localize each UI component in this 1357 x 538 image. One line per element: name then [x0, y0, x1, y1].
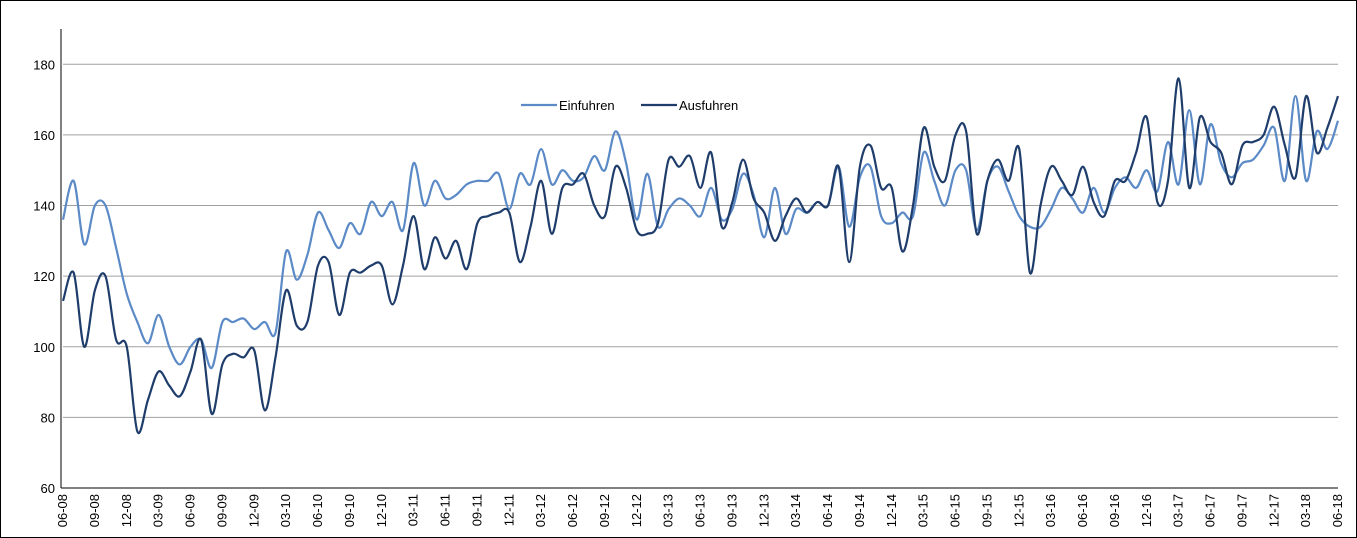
x-tick-label: 09-16: [1107, 494, 1122, 527]
x-tick-label: 06-15: [948, 494, 963, 527]
x-tick-label: 06-16: [1075, 494, 1090, 527]
x-tick-label: 06-11: [438, 494, 453, 526]
x-tick-label: 09-12: [597, 494, 612, 527]
x-tick-label: 06-09: [183, 494, 198, 527]
x-tick-label: 09-14: [852, 494, 867, 527]
y-tick-label: 140: [33, 199, 55, 214]
x-tick-label: 12-14: [884, 494, 899, 527]
x-tick-label: 03-12: [533, 494, 548, 527]
x-tick-label: 12-11: [501, 494, 516, 526]
x-tick-label: 06-10: [310, 494, 325, 527]
y-tick-label: 60: [41, 481, 55, 496]
x-tick-label: 09-10: [342, 494, 357, 527]
x-tick-label: 12-13: [756, 494, 771, 527]
x-tick-label: 03-11: [406, 494, 421, 526]
x-tick-label: 09-11: [469, 494, 484, 526]
x-tick-label: 03-16: [1043, 494, 1058, 527]
x-tick-label: 06-12: [565, 494, 580, 527]
x-tick-label: 03-10: [278, 494, 293, 527]
x-tick-label: 09-09: [214, 494, 229, 527]
legend-label: Ausfuhren: [679, 98, 738, 113]
x-tick-label: 03-13: [661, 494, 676, 527]
y-tick-label: 120: [33, 269, 55, 284]
x-tick-label: 12-08: [119, 494, 134, 527]
x-tick-label: 12-15: [1011, 494, 1026, 527]
x-tick-label: 12-10: [374, 494, 389, 527]
x-tick-label: 09-08: [87, 494, 102, 527]
series-line: [61, 77, 1340, 435]
x-tick-label: 09-17: [1234, 494, 1249, 527]
x-tick-label: 12-17: [1266, 494, 1281, 527]
legend-label: Einfuhren: [559, 98, 615, 113]
x-tick-label: 06-08: [55, 494, 70, 527]
x-tick-label: 06-18: [1330, 494, 1345, 527]
x-tick-label: 03-18: [1298, 494, 1313, 527]
y-tick-label: 100: [33, 340, 55, 355]
x-tick-label: 03-14: [788, 494, 803, 527]
x-tick-label: 09-15: [979, 494, 994, 527]
x-tick-label: 12-16: [1139, 494, 1154, 527]
x-tick-label: 06-17: [1203, 494, 1218, 527]
y-tick-label: 80: [41, 410, 55, 425]
x-tick-label: 06-13: [693, 494, 708, 527]
series-line: [61, 94, 1340, 370]
x-tick-label: 03-17: [1171, 494, 1186, 527]
y-tick-label: 160: [33, 128, 55, 143]
x-tick-label: 12-09: [246, 494, 261, 527]
x-tick-label: 09-13: [724, 494, 739, 527]
x-tick-label: 12-12: [629, 494, 644, 527]
x-tick-label: 03-15: [916, 494, 931, 527]
y-tick-label: 180: [33, 57, 55, 72]
x-tick-label: 03-09: [151, 494, 166, 527]
x-tick-label: 06-14: [820, 494, 835, 527]
